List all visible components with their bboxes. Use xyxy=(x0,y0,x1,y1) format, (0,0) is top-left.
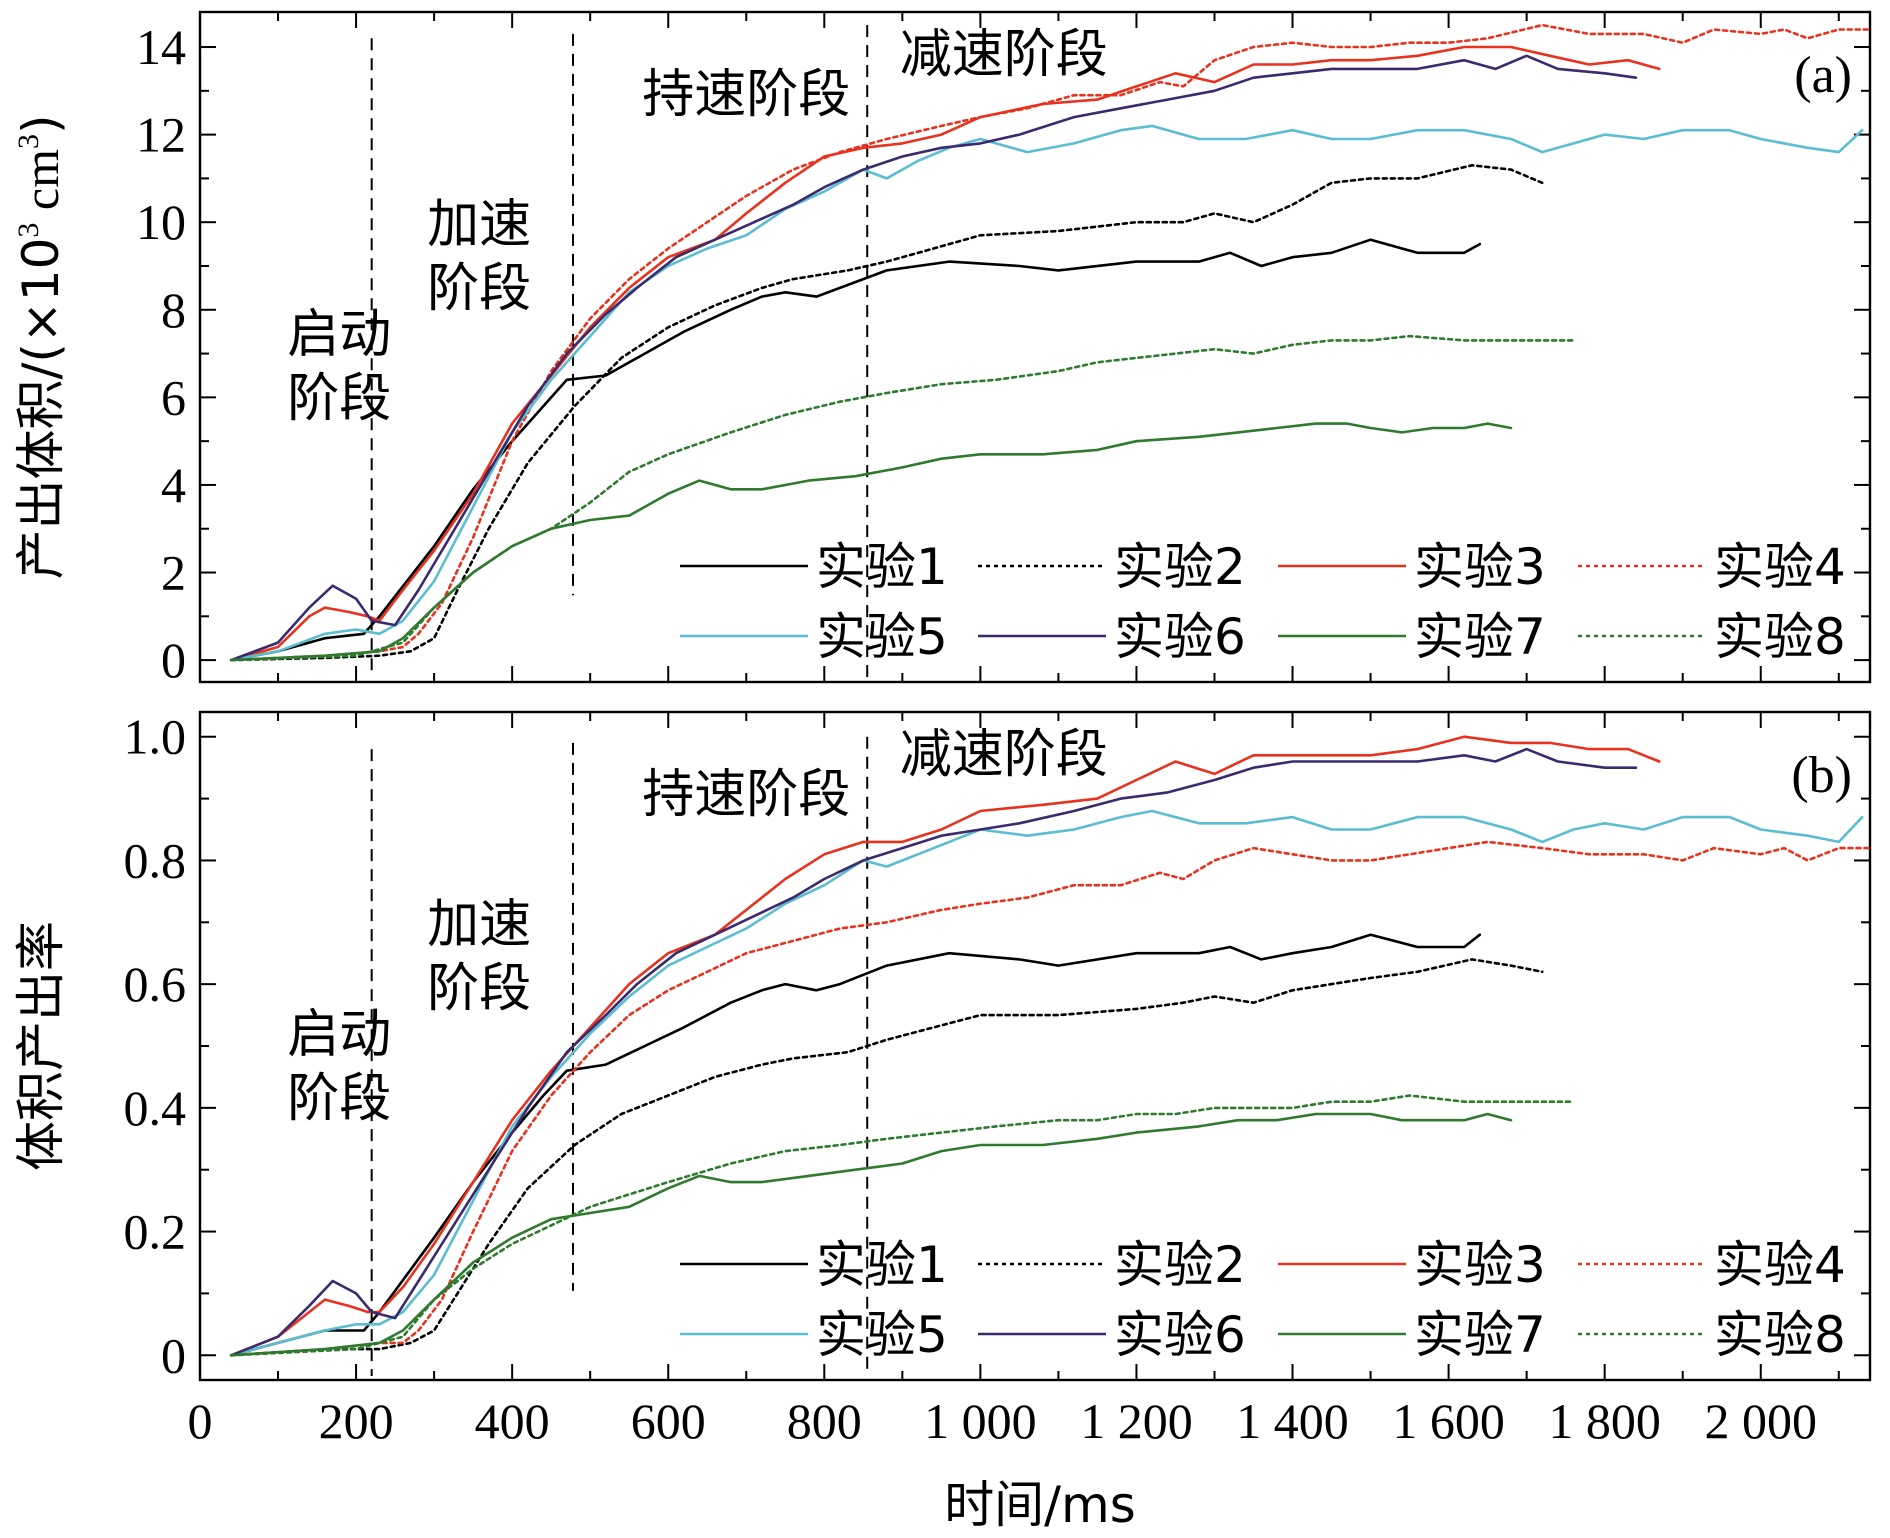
series-line-8 xyxy=(229,1094,1575,1357)
y-tick-label: 2 xyxy=(161,545,186,601)
legend-label: 实验7 xyxy=(1414,1306,1546,1364)
series-line-4 xyxy=(229,23,1872,662)
x-tick-label: 1 200 xyxy=(1080,1393,1193,1449)
series-line-2 xyxy=(229,164,1544,662)
series-line-5 xyxy=(229,124,1864,662)
series-line-6 xyxy=(229,54,1638,662)
legend-label: 实验4 xyxy=(1714,538,1846,596)
y-axis-label-sup2: 3 xyxy=(12,134,45,149)
y-tick-label: 0.6 xyxy=(124,956,187,1012)
x-tick-label: 400 xyxy=(475,1393,550,1449)
phase-label: 加速 xyxy=(427,195,531,255)
phase-label: 加速 xyxy=(427,895,531,955)
phase-label: 持速阶段 xyxy=(642,765,850,825)
x-tick-label: 600 xyxy=(631,1393,706,1449)
legend-label: 实验6 xyxy=(1114,608,1246,666)
phase-label: 减速阶段 xyxy=(900,25,1108,85)
panel-label: (a) xyxy=(1794,47,1852,104)
phase-label: 阶段 xyxy=(427,259,531,319)
y-axis-label-end: ) xyxy=(12,115,70,135)
x-tick-label: 2 000 xyxy=(1704,1393,1817,1449)
legend-label: 实验3 xyxy=(1414,538,1546,596)
y-tick-label: 1.0 xyxy=(124,709,187,765)
phase-label: 阶段 xyxy=(287,369,391,429)
y-axis-label-main: 产出体积/(×10 xyxy=(12,238,70,580)
legend-label: 实验4 xyxy=(1714,1236,1846,1294)
legend-label: 实验1 xyxy=(816,538,948,596)
plot-frame xyxy=(198,10,1872,684)
panel-b: 0 0.2 0.4 0.6 0.8 1.0 0 200 400 600 800 1 000 1 200 1… xyxy=(12,709,1872,1449)
series-line-3 xyxy=(229,735,1661,1357)
phase-label: 启动 xyxy=(287,1005,391,1065)
legend-label: 实验3 xyxy=(1414,1236,1546,1294)
y-axis-label-sup: 3 xyxy=(12,223,45,238)
x-tick-label: 0 xyxy=(188,1393,213,1449)
phase-label: 启动 xyxy=(287,305,391,365)
y-tick-label: 10 xyxy=(136,194,186,250)
y-tick-label: 0.4 xyxy=(124,1080,187,1136)
x-tick-label: 1 600 xyxy=(1392,1393,1505,1449)
phase-label: 阶段 xyxy=(287,1069,391,1129)
series-line-3 xyxy=(229,45,1661,662)
y-tick-label: 12 xyxy=(136,107,186,163)
legend-label: 实验7 xyxy=(1414,608,1546,666)
panel-label: (b) xyxy=(1791,747,1852,804)
y-axis-label: 体积产出率 xyxy=(12,921,70,1171)
legend-label: 实验6 xyxy=(1114,1306,1246,1364)
legend-label: 实验8 xyxy=(1714,608,1846,666)
y-tick-label: 14 xyxy=(136,19,186,75)
y-tick-label: 0.2 xyxy=(124,1204,187,1260)
y-tick-label: 0 xyxy=(161,1327,186,1383)
series-line-8 xyxy=(229,334,1575,662)
y-tick-label: 4 xyxy=(161,457,186,513)
legend-label: 实验5 xyxy=(816,1306,948,1364)
x-tick-label: 800 xyxy=(787,1393,862,1449)
y-axis-label-unit: cm xyxy=(13,149,69,223)
phase-label: 阶段 xyxy=(427,959,531,1019)
series-line-6 xyxy=(229,747,1638,1357)
legend-label: 实验8 xyxy=(1714,1306,1846,1364)
y-tick-label: 0.8 xyxy=(124,832,187,888)
series-line-4 xyxy=(229,840,1872,1357)
legend-label: 实验5 xyxy=(816,608,948,666)
x-tick-label: 1 400 xyxy=(1236,1393,1349,1449)
y-tick-label: 6 xyxy=(161,369,186,425)
y-axis-label: 产出体积/(×103 cm3) xyxy=(12,115,70,580)
legend-label: 实验2 xyxy=(1114,538,1246,596)
series-line-5 xyxy=(229,809,1864,1357)
legend-label: 实验2 xyxy=(1114,1236,1246,1294)
x-tick-label: 1 000 xyxy=(924,1393,1037,1449)
y-tick-label: 8 xyxy=(161,282,186,338)
series-line-1 xyxy=(229,238,1482,662)
x-axis-label: 时间/ms xyxy=(944,1476,1136,1534)
y-tick-label: 0 xyxy=(161,632,186,688)
series-line-7 xyxy=(229,1112,1513,1357)
phase-label: 减速阶段 xyxy=(900,725,1108,785)
x-tick-label: 200 xyxy=(319,1393,394,1449)
phase-label: 持速阶段 xyxy=(642,65,850,125)
legend-label: 实验1 xyxy=(816,1236,948,1294)
series-line-1 xyxy=(229,933,1482,1357)
x-tick-label: 1 800 xyxy=(1548,1393,1661,1449)
series-line-2 xyxy=(229,958,1544,1357)
